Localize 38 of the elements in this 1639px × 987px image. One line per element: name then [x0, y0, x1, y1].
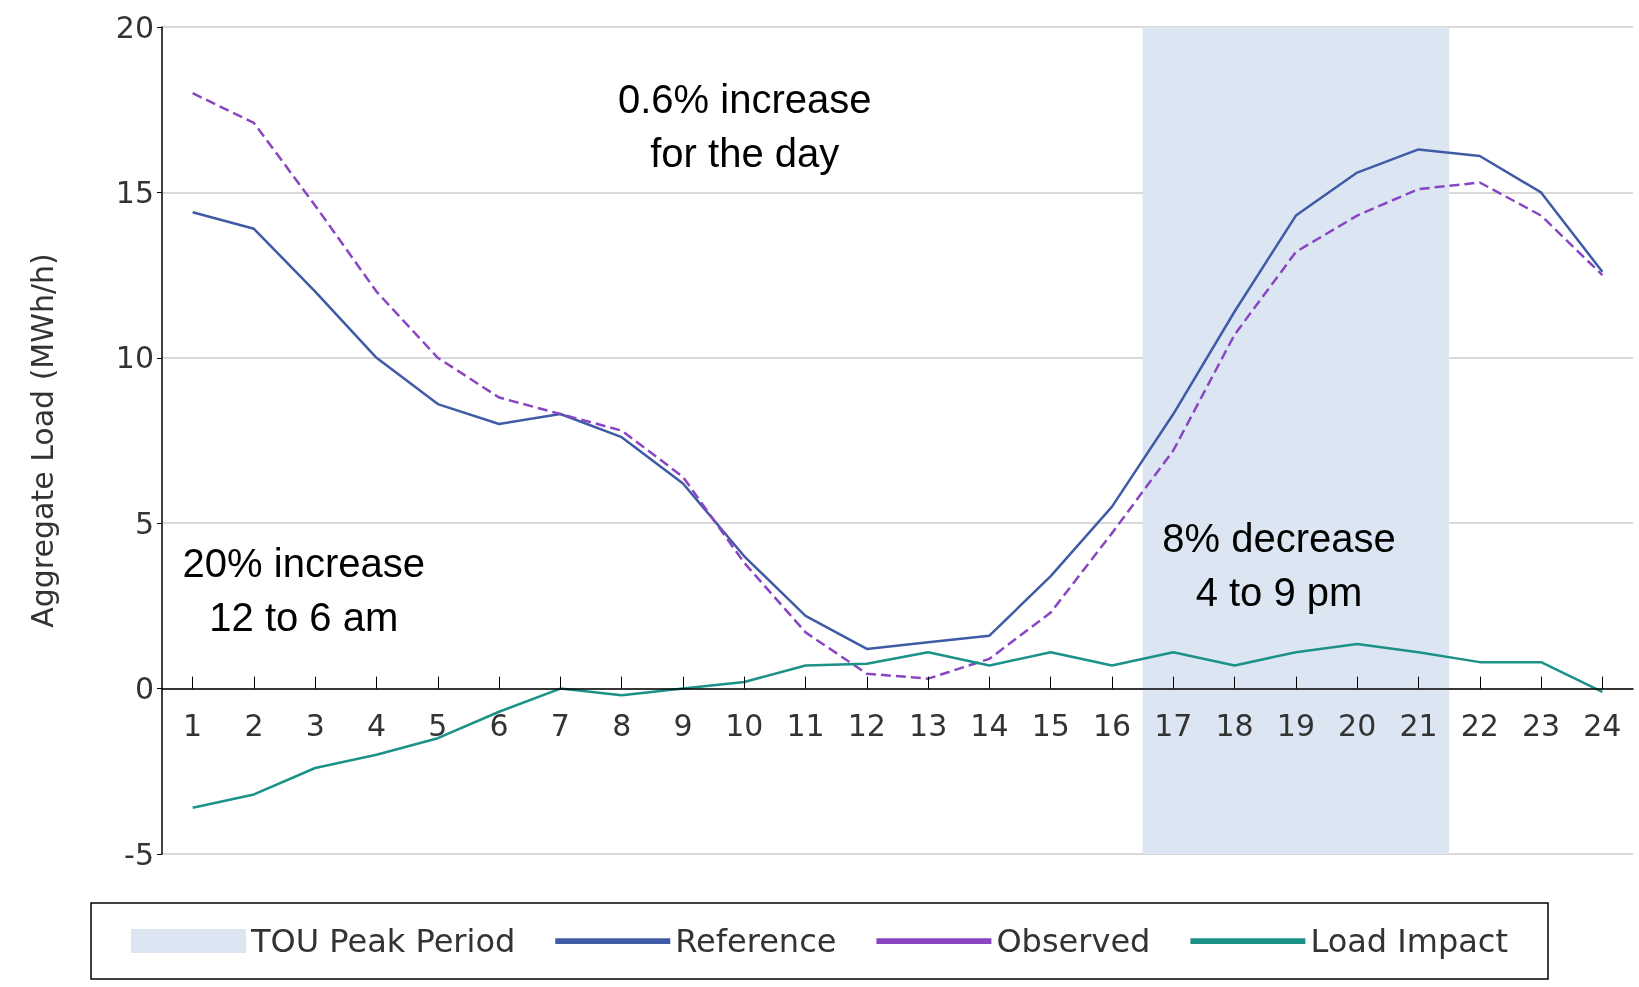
x-tick-label: 9: [673, 708, 693, 744]
y-tick-label: 10: [115, 340, 154, 376]
legend-label: TOU Peak Period: [250, 922, 516, 960]
y-tick-label: 15: [115, 174, 154, 210]
x-tick-label: 3: [305, 708, 325, 744]
legend-label: Load Impact: [1310, 922, 1508, 960]
x-tick-label: 19: [1276, 708, 1315, 744]
annotation: 0.6% increase for the day: [618, 77, 872, 176]
legend-label: Observed: [996, 922, 1151, 960]
x-tick-label: 2: [244, 708, 264, 744]
y-axis-title: Aggregate Load (MWh/h): [24, 253, 60, 628]
annotation: 8% decrease 4 to 9 pm: [1162, 515, 1396, 614]
x-tick-label: 22: [1460, 708, 1499, 744]
y-tick-label: 0: [134, 671, 154, 707]
x-tick-label: 20: [1338, 708, 1377, 744]
x-tick-label: 13: [909, 708, 948, 744]
legend-label: Reference: [675, 922, 837, 960]
annotation: 20% increase 12 to 6 am: [182, 540, 425, 639]
x-tick-label: 18: [1215, 708, 1254, 744]
x-tick-label: 6: [489, 708, 509, 744]
x-tick-label: 1: [183, 708, 203, 744]
x-tick-label: 5: [428, 708, 448, 744]
x-tick-label: 14: [970, 708, 1009, 744]
x-tick-label: 10: [725, 708, 764, 744]
x-tick-label: 8: [612, 708, 632, 744]
x-tick-label: 23: [1521, 708, 1561, 744]
x-tick-label: 21: [1399, 708, 1438, 744]
x-tick-label: 7: [550, 708, 570, 744]
x-tick-label: 4: [366, 708, 387, 744]
x-tick-label: 17: [1154, 708, 1193, 744]
x-tick-label: 11: [786, 708, 825, 744]
y-tick-label: -5: [124, 836, 154, 872]
y-tick-label: 5: [134, 505, 154, 541]
x-tick-label: 12: [847, 708, 886, 744]
x-tick-label: 24: [1583, 708, 1622, 744]
x-tick-label: 15: [1031, 708, 1070, 744]
x-tick-label: 16: [1092, 708, 1132, 744]
y-tick-label: 20: [115, 9, 154, 45]
